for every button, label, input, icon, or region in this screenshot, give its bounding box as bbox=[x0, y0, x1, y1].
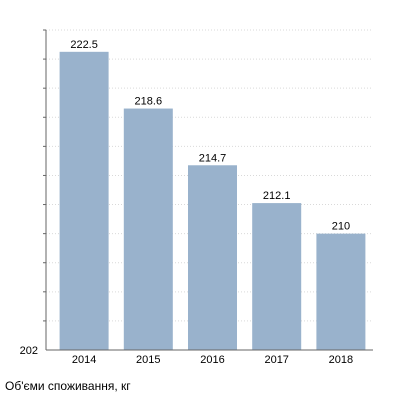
value-labels: 222.5 2014 218.6 2015 214.7 2016 212.1 2017 210 2… bbox=[70, 39, 353, 366]
x-tick-label-2015: 2015 bbox=[136, 354, 160, 366]
value-label-2014: 222.5 bbox=[70, 39, 98, 51]
x-tick-label-2016: 2016 bbox=[200, 354, 224, 366]
value-label-2017: 212.1 bbox=[263, 190, 291, 202]
value-label-2015: 218.6 bbox=[135, 96, 163, 108]
value-label-2018: 210 bbox=[332, 221, 350, 233]
axes: 202 bbox=[20, 30, 373, 357]
bars bbox=[59, 51, 366, 351]
x-axis-label: Об'єми споживання, кг bbox=[5, 379, 131, 393]
x-tick-label-2017: 2017 bbox=[264, 354, 288, 366]
x-tick-label-2014: 2014 bbox=[72, 354, 96, 366]
bar-2014 bbox=[59, 51, 109, 351]
bar-2018 bbox=[316, 233, 366, 350]
y-tick-label: 202 bbox=[20, 345, 38, 357]
bar-2015 bbox=[123, 108, 173, 350]
bar-2017 bbox=[252, 203, 302, 350]
x-tick-label-2018: 2018 bbox=[329, 354, 353, 366]
value-label-2016: 214.7 bbox=[199, 152, 227, 164]
bar-2016 bbox=[188, 165, 237, 350]
